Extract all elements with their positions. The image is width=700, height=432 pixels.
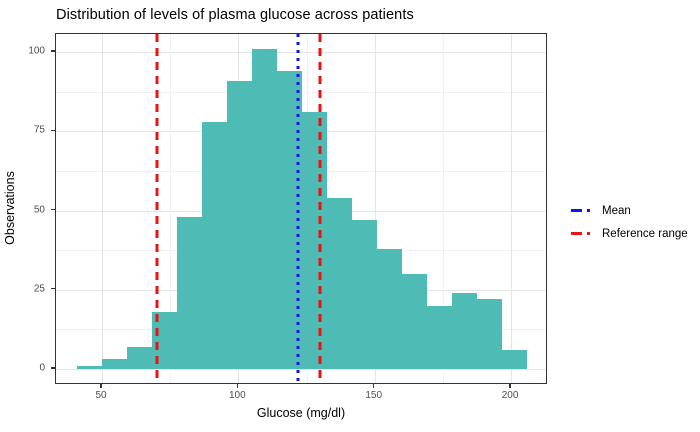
legend-label-mean: Mean [602, 204, 631, 217]
histogram-bar [401, 273, 427, 369]
x-tick-label: 50 [95, 390, 107, 401]
histogram-bar [376, 248, 402, 369]
x-axis-title: Glucose (mg/dl) [256, 406, 346, 420]
x-tick-label: 150 [365, 390, 383, 401]
histogram-bar [326, 197, 352, 369]
reference-range-line-key-icon [571, 232, 593, 235]
legend-item-reference-range: Reference range [571, 222, 688, 245]
y-tick-mark [51, 129, 55, 131]
x-tick-label: 100 [229, 390, 246, 401]
histogram-bar [101, 359, 127, 369]
gridline-x-major [102, 34, 103, 383]
plot-panel [55, 33, 547, 384]
legend-label-reference-range: Reference range [602, 227, 688, 240]
histogram-bar [427, 305, 452, 369]
histogram-bar [502, 349, 528, 369]
histogram-bar [126, 346, 152, 369]
x-tick-mark [100, 384, 102, 388]
vline-reference-low [155, 34, 159, 383]
gridline-x-minor [442, 34, 444, 383]
histogram-bar [201, 121, 227, 369]
mean-line-key-icon [571, 209, 593, 212]
y-tick-label: 75 [33, 124, 45, 136]
histogram-bar [301, 112, 327, 369]
chart-title: Distribution of levels of plasma glucose… [56, 7, 414, 23]
y-tick-mark [51, 50, 55, 52]
legend-item-mean: Mean [571, 199, 688, 222]
y-tick-mark [51, 208, 55, 211]
gridline-x-major [511, 34, 513, 383]
histogram-bar [251, 48, 277, 369]
y-tick-label: 0 [39, 362, 45, 374]
histogram-bar [351, 220, 377, 369]
y-tick-label: 50 [33, 204, 45, 215]
y-tick-label: 25 [33, 283, 45, 295]
histogram-bar [477, 299, 503, 369]
y-tick-label: 100 [28, 45, 45, 57]
histogram-bar [76, 365, 102, 369]
gridline-y-major [56, 369, 546, 370]
histogram-bar [176, 216, 202, 369]
x-tick-label: 200 [501, 390, 519, 401]
legend: Mean Reference range [571, 199, 688, 245]
y-tick-mark [51, 288, 55, 290]
y-tick-mark [51, 367, 55, 369]
x-tick-mark [509, 384, 511, 388]
histogram-bar [226, 80, 252, 369]
gridline-x-minor [170, 34, 172, 383]
gridline-x-major [374, 34, 376, 383]
vline-mean [296, 34, 300, 383]
histogram-bar [452, 292, 477, 369]
x-tick-mark [236, 384, 239, 388]
x-tick-mark [373, 384, 375, 388]
vline-reference-high [318, 34, 322, 383]
gridline-y-major [56, 52, 546, 53]
